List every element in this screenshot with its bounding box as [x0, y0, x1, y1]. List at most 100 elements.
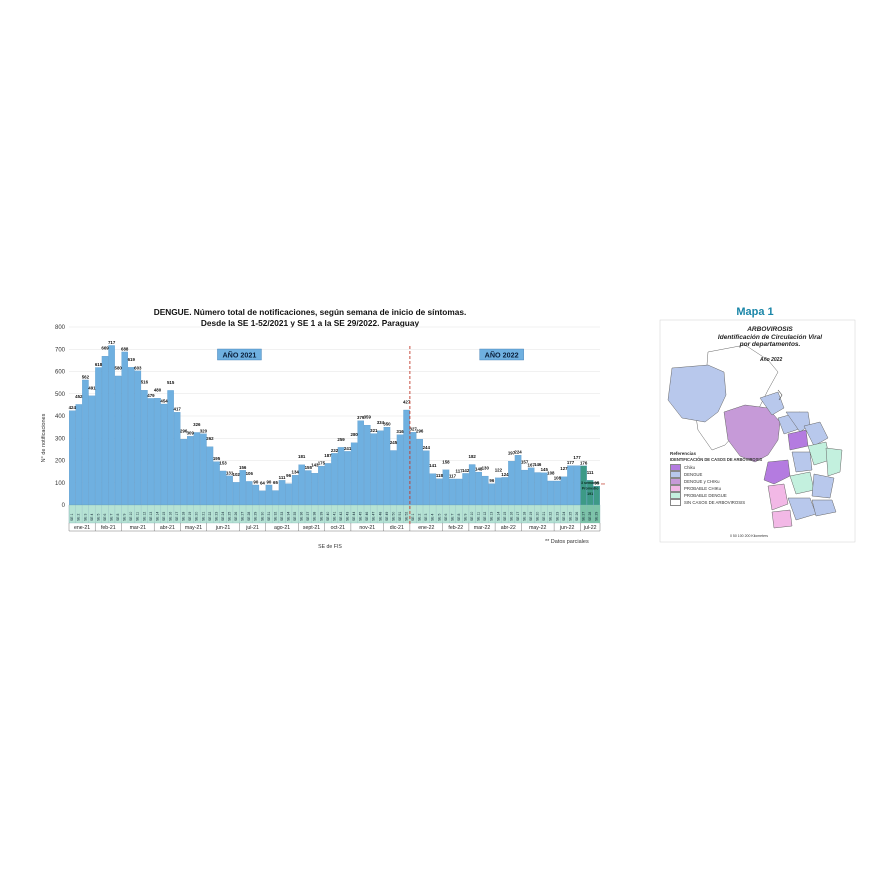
department-itapua	[811, 499, 837, 517]
week-tick-label: SE 17	[516, 512, 520, 521]
week-tick-label: SE 16	[509, 512, 513, 521]
legend-swatch	[670, 478, 681, 485]
y-tick-label: 700	[55, 347, 66, 353]
partial-average-label: Promedio	[582, 487, 599, 491]
data-label: 176	[580, 460, 588, 465]
week-tick-label: SE 8	[116, 514, 120, 521]
legend-label: DENGUE y CHIKu	[684, 479, 720, 484]
data-label: 424	[69, 405, 77, 410]
data-label: 562	[82, 374, 90, 379]
legend-swatch	[670, 485, 681, 492]
data-label: 688	[121, 346, 129, 351]
bar	[160, 403, 168, 506]
y-tick-label: 200	[55, 459, 66, 465]
week-strip: SE 1 SE 2 SE 3 SE 4 SE 5 SE 6 SE 7 SE 8 SE 9 SE 1…	[68, 504, 601, 524]
dengue-chart-panel: DENGUE. Número total de notificaciones, …	[30, 300, 610, 565]
data-label: 118	[436, 473, 444, 478]
week-tick-label: SE 40	[326, 512, 330, 521]
data-label: 296	[180, 429, 188, 434]
department-alto-parana	[825, 447, 843, 477]
data-label: 321	[370, 428, 378, 433]
bar	[357, 420, 364, 506]
y-tick-label: 800	[55, 325, 66, 331]
month-label: dic-21	[390, 525, 404, 531]
bar	[455, 478, 463, 506]
paraguay-map	[659, 319, 856, 543]
bar	[88, 395, 96, 506]
week-tick-label: SE 4	[90, 514, 94, 521]
week-tick-label: SE 22	[549, 512, 553, 521]
partial-data-note: ** Datos parciales	[545, 539, 589, 545]
month-label: jul-22	[583, 525, 597, 531]
week-tick-label: SE 52	[405, 512, 409, 521]
data-label: 96	[489, 478, 494, 483]
department-neembucu	[771, 509, 793, 529]
bar	[344, 451, 351, 506]
bar	[298, 464, 305, 506]
legend-title: Referencias	[670, 451, 697, 456]
data-label: 187	[324, 453, 332, 458]
map-caption: ARBOVIROSIS Identificación de Circulació…	[680, 326, 860, 349]
bar	[252, 484, 260, 506]
week-tick-label: SE 22	[208, 512, 212, 521]
data-label: 65	[273, 480, 278, 485]
data-label: 134	[292, 470, 300, 475]
bar	[423, 450, 430, 506]
bar	[318, 465, 325, 506]
y-tick-label: 600	[55, 370, 66, 376]
department-concepcion-north	[759, 391, 785, 416]
department-presidente-hayes	[723, 404, 781, 463]
data-label: 454	[160, 398, 168, 403]
bar	[291, 475, 299, 506]
bar	[134, 370, 142, 506]
bar	[331, 453, 338, 506]
chart-subtitle: Desde la SE 1-52/2021 y SE 1 a la SE 29/…	[201, 318, 420, 328]
week-tick-label: SE 42	[339, 512, 343, 521]
data-label: 156	[239, 465, 247, 470]
bar	[554, 480, 561, 506]
week-tick-label: SE 50	[391, 512, 395, 521]
data-label: 153	[219, 460, 227, 465]
bar	[541, 472, 548, 506]
week-tick-label: SE 41	[332, 512, 336, 521]
data-label: 148	[475, 467, 483, 472]
legend-item: Chiku	[670, 464, 770, 471]
bar	[383, 427, 391, 506]
bar	[180, 439, 187, 506]
bar	[200, 433, 207, 506]
legend-swatch	[670, 464, 681, 471]
bars	[69, 345, 600, 506]
week-tick-label: SE 14	[496, 512, 500, 521]
data-label: 124	[501, 472, 509, 477]
month-label: abr-21	[160, 525, 175, 531]
data-label: 96	[286, 473, 291, 478]
bar	[75, 404, 83, 506]
legend-label: PROBABLE CHIKu	[684, 486, 722, 491]
bar	[409, 432, 417, 506]
data-label: 117	[449, 473, 457, 478]
week-tick-label: SE 36	[300, 512, 304, 521]
year-box	[479, 348, 524, 361]
map-legend: Referencias IDENTIFICACIÓN DE CASOS DE A…	[670, 451, 770, 506]
y-tick-label: 100	[55, 481, 66, 487]
data-label: 232	[331, 448, 339, 453]
map-title: Mapa 1	[736, 306, 774, 318]
data-label: 479	[147, 393, 155, 398]
bar	[475, 471, 482, 506]
bar	[121, 351, 128, 506]
data-label: 515	[167, 380, 175, 385]
month-label: mar-22	[474, 525, 491, 531]
data-label: 195	[213, 456, 221, 461]
week-tick-label: SE 26	[234, 512, 238, 521]
month-labels: ene-21 feb-21 mar-21 abr-21 may-21 jun-21 jul-…	[68, 523, 601, 532]
data-label: 167	[528, 462, 536, 467]
week-tick-label: SE 2	[418, 514, 422, 521]
department-caaguazu	[791, 451, 813, 473]
bar	[488, 483, 496, 506]
bar	[364, 424, 371, 506]
week-tick-label: SE 35	[293, 512, 297, 521]
legend-item: PROBABLE DENGUE	[670, 492, 770, 499]
week-tick-label: SE 9	[464, 514, 468, 521]
week-tick-label: SE 30	[260, 512, 264, 521]
week-tick-label: SE 1	[70, 514, 74, 521]
